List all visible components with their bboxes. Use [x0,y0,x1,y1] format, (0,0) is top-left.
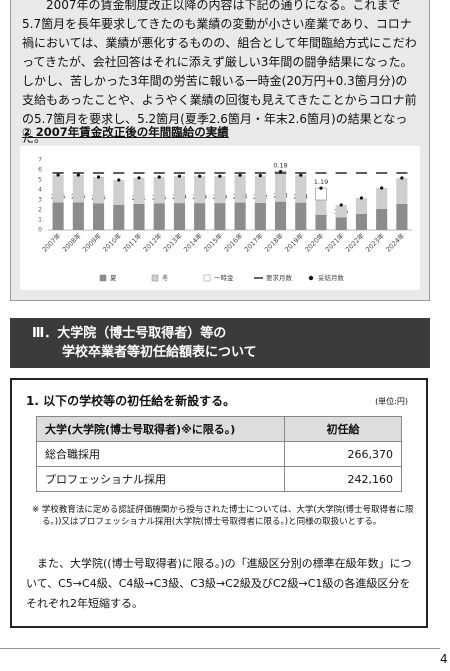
bar-segment [295,175,307,203]
paragraph: また、大学院((博士号取得者)に限る。)の「進級区分別の標準在級年数」について、… [26,557,412,610]
intro-text: 2007年の賃金制度改正以降の内容は下記の通りになる。これまで5.7箇月を長年要… [22,0,417,145]
bar-segment [335,205,347,218]
bar-segment [92,177,105,204]
settled-dot [137,176,141,180]
y-tick-label: 2 [38,207,42,214]
y-tick-label: 7 [38,157,42,164]
y-tick-label: 6 [38,167,42,174]
y-tick-label: 0 [38,227,42,234]
legend-swatch [151,274,159,282]
section-title-line: 学校卒業者等初任給額表について [62,345,257,360]
legend-label: 一時金 [214,273,234,282]
bar-segment [274,173,287,202]
bar-segment [315,200,327,215]
value-label: 1.19 [314,178,328,186]
box-heading: 1. 以下の学校等の初任給を新設する。 [26,394,236,408]
settled-dot [238,173,242,177]
legend-label: 妥結月数 [318,273,345,282]
note: ※ 学校教育法に定める認証評価機関から授与された博士については、大学(大学院(博… [32,505,414,527]
bar-segment [274,201,287,230]
bar-segment [234,202,246,230]
settled-dot [218,174,222,178]
settled-dot [76,173,80,177]
y-tick-label: 5 [38,177,42,184]
bar-segment [295,202,307,230]
table-cell: 242,160 [284,466,402,492]
bar-segment [133,203,145,230]
table-header: 初任給 [284,416,402,442]
table-cell: プロフェッショナル採用 [36,466,285,492]
bar-segment [52,175,64,203]
bar-segment [355,198,368,214]
table-header: 大学(大学院(博士号取得者)※に限る。) [36,416,285,442]
table-cell: 総合職採用 [36,441,285,467]
bar-segment [396,178,408,204]
settled-dot [319,186,323,190]
legend-label: 要求月数 [266,273,293,282]
settled-dot [339,203,343,207]
legend-label: 夏 [110,274,117,282]
table-cell: 266,370 [284,441,402,467]
bar-segment [173,203,186,230]
settled-dot [177,174,182,178]
settled-dot [117,178,121,182]
bar-segment [376,209,388,230]
settled-dot [96,175,101,179]
bar-segment [335,217,347,230]
bar-segment [214,203,226,230]
settled-dot [157,175,161,179]
bar-segment [72,202,84,230]
bar-segment [214,176,226,204]
bar-segment [194,203,206,230]
y-tick-label: 4 [38,187,42,194]
settled-dot [56,173,60,177]
bar-segment [254,175,266,203]
section-title-line: Ⅲ．大学院（博士号取得者）等の [32,326,227,341]
chart-heading: ② 2007年賃金改正後の年間臨給の実績 [22,125,229,139]
legend-swatch [308,275,314,281]
settled-dot [400,176,404,180]
bar-segment [113,205,125,230]
bar-segment [133,177,145,204]
legend-label: 冬 [162,273,169,282]
legend-swatch [99,274,107,282]
settled-dot [299,173,303,177]
bar-segment [234,175,246,203]
info-box: 1. 以下の学校等の初任給を新設する。 (単位:円) 大学(大学院(博士号取得者… [10,378,428,628]
settled-dot [198,174,202,178]
y-tick-label: 1 [38,217,42,224]
bar-segment [72,175,84,203]
value-label: 0.18 [273,162,287,170]
bar-segment [173,176,186,204]
footer-rule [0,648,440,649]
settled-dot [258,174,262,178]
unit-label: (単位:円) [375,397,408,406]
bar-segment [52,202,64,230]
salary-table: 大学(大学院(博士号取得者)※に限る。) 初任給 総合職採用 266,370 プロフ… [36,416,402,492]
bar-segment [153,177,165,204]
page-number: 4 [440,652,448,666]
bar-segment [92,203,105,230]
bar-segment [315,187,327,201]
y-tick-label: 3 [38,197,42,204]
bar-segment [355,214,368,230]
bar-segment [113,180,125,205]
bar-segment [315,215,327,230]
chart: 012345672007年2008年2009年2010年2011年2012年20… [20,146,420,290]
settled-dot [278,170,283,174]
legend-swatch [203,274,211,282]
settled-dot [380,186,384,190]
bar-segment [194,176,206,204]
bar-segment [376,188,388,209]
section-heading: Ⅲ．大学院（博士号取得者）等の 学校卒業者等初任給額表について [10,318,430,368]
bar-segment [153,203,165,230]
settled-dot [359,196,364,200]
bar-segment [396,204,408,230]
bar-segment [254,202,266,230]
